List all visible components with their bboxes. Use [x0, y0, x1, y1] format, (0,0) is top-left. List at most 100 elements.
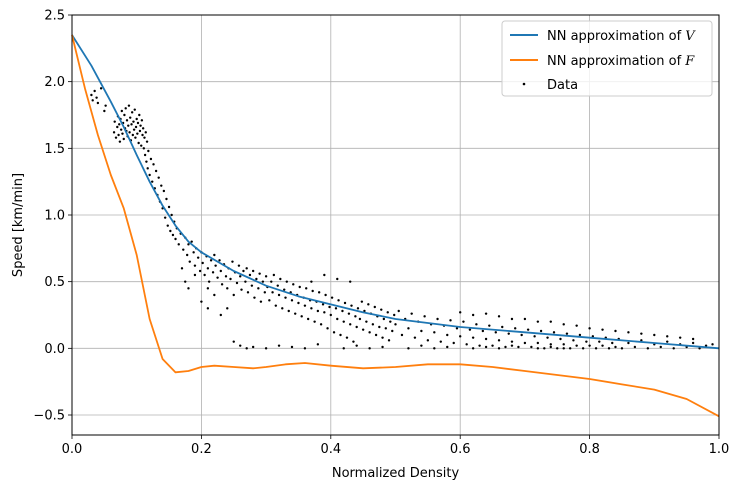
- data-point: [138, 113, 141, 117]
- data-point: [157, 176, 160, 179]
- x-axis-label: Normalized Density: [332, 466, 460, 481]
- data-point: [598, 340, 601, 343]
- data-point: [196, 256, 200, 259]
- data-point: [368, 331, 371, 334]
- data-point: [206, 307, 210, 310]
- data-point: [356, 307, 360, 310]
- data-point: [452, 341, 455, 345]
- data-point: [279, 277, 282, 281]
- data-point: [329, 313, 332, 317]
- data-point: [407, 327, 410, 330]
- data-point: [180, 267, 184, 270]
- data-point: [203, 273, 206, 277]
- data-point: [332, 331, 336, 334]
- data-point: [343, 301, 347, 305]
- data-point: [143, 153, 147, 157]
- data-point: [182, 248, 185, 251]
- data-point: [140, 119, 144, 122]
- data-point: [536, 341, 540, 345]
- data-point: [154, 169, 158, 173]
- data-point: [633, 345, 637, 349]
- x-axis-ticks: 0.0 0.2 0.4 0.6 0.8 1.0: [62, 435, 729, 457]
- data-point: [139, 124, 142, 127]
- data-point: [118, 123, 121, 126]
- data-point: [253, 296, 256, 299]
- data-point: [449, 319, 452, 322]
- data-point: [501, 325, 504, 329]
- data-scatter: [90, 87, 714, 350]
- data-point: [517, 345, 520, 349]
- x-tick-label: 0.8: [579, 442, 600, 457]
- series-line-v: [71, 34, 720, 350]
- data-point: [90, 93, 93, 97]
- data-point: [546, 336, 549, 339]
- data-point: [711, 343, 714, 346]
- data-point: [187, 243, 190, 246]
- data-point: [292, 283, 295, 286]
- data-point: [277, 293, 281, 297]
- data-point: [572, 339, 575, 342]
- data-point: [326, 327, 329, 330]
- data-point: [268, 299, 271, 302]
- data-point: [384, 327, 387, 330]
- data-point: [360, 300, 364, 303]
- x-tick-label: 0.0: [62, 442, 83, 457]
- data-point: [274, 304, 278, 307]
- data-point: [122, 137, 125, 141]
- data-point: [170, 213, 173, 217]
- data-point: [361, 328, 365, 331]
- data-point: [220, 283, 224, 286]
- data-point: [627, 331, 630, 334]
- data-point: [287, 309, 290, 313]
- data-point: [471, 347, 475, 350]
- data-point: [237, 264, 241, 267]
- data-point: [620, 347, 624, 350]
- data-point: [601, 344, 604, 347]
- data-point: [562, 323, 565, 326]
- data-point: [475, 323, 478, 326]
- data-point: [185, 253, 189, 257]
- data-point: [201, 261, 204, 265]
- data-point: [341, 309, 344, 313]
- data-point: [171, 233, 175, 237]
- data-point: [559, 337, 562, 341]
- y-tick-label: 2.5: [44, 9, 65, 24]
- data-point: [104, 104, 107, 107]
- x-tick-label: 0.2: [191, 442, 212, 457]
- data-point: [146, 167, 149, 170]
- data-point: [484, 312, 488, 315]
- data-point: [129, 116, 132, 119]
- data-point: [468, 328, 472, 331]
- data-point: [347, 312, 351, 315]
- legend-label-data: Data: [547, 78, 578, 93]
- data-point: [149, 157, 153, 161]
- data-point: [316, 309, 320, 313]
- x-tick-label: 0.4: [320, 442, 341, 457]
- y-tick-label: 1.5: [44, 142, 65, 157]
- data-point: [591, 335, 595, 338]
- data-point: [229, 277, 232, 281]
- data-point: [523, 341, 527, 345]
- data-point: [226, 307, 229, 310]
- data-point: [562, 343, 565, 346]
- data-point: [520, 333, 523, 337]
- data-point: [259, 300, 263, 303]
- data-point: [581, 347, 585, 350]
- data-point: [140, 144, 143, 147]
- data-point: [213, 293, 216, 297]
- data-point: [263, 291, 267, 294]
- data-point: [497, 315, 501, 318]
- data-point: [207, 280, 211, 283]
- data-point: [244, 280, 247, 283]
- series-line-f: [71, 34, 720, 418]
- data-point: [530, 345, 533, 349]
- data-point: [306, 317, 310, 321]
- data-point: [198, 269, 202, 273]
- data-point: [316, 343, 320, 346]
- data-point: [666, 335, 669, 338]
- data-point: [144, 131, 147, 134]
- legend: NN approximation of V NN approximation o…: [501, 20, 713, 97]
- data-point: [255, 277, 258, 281]
- data-point: [455, 327, 459, 330]
